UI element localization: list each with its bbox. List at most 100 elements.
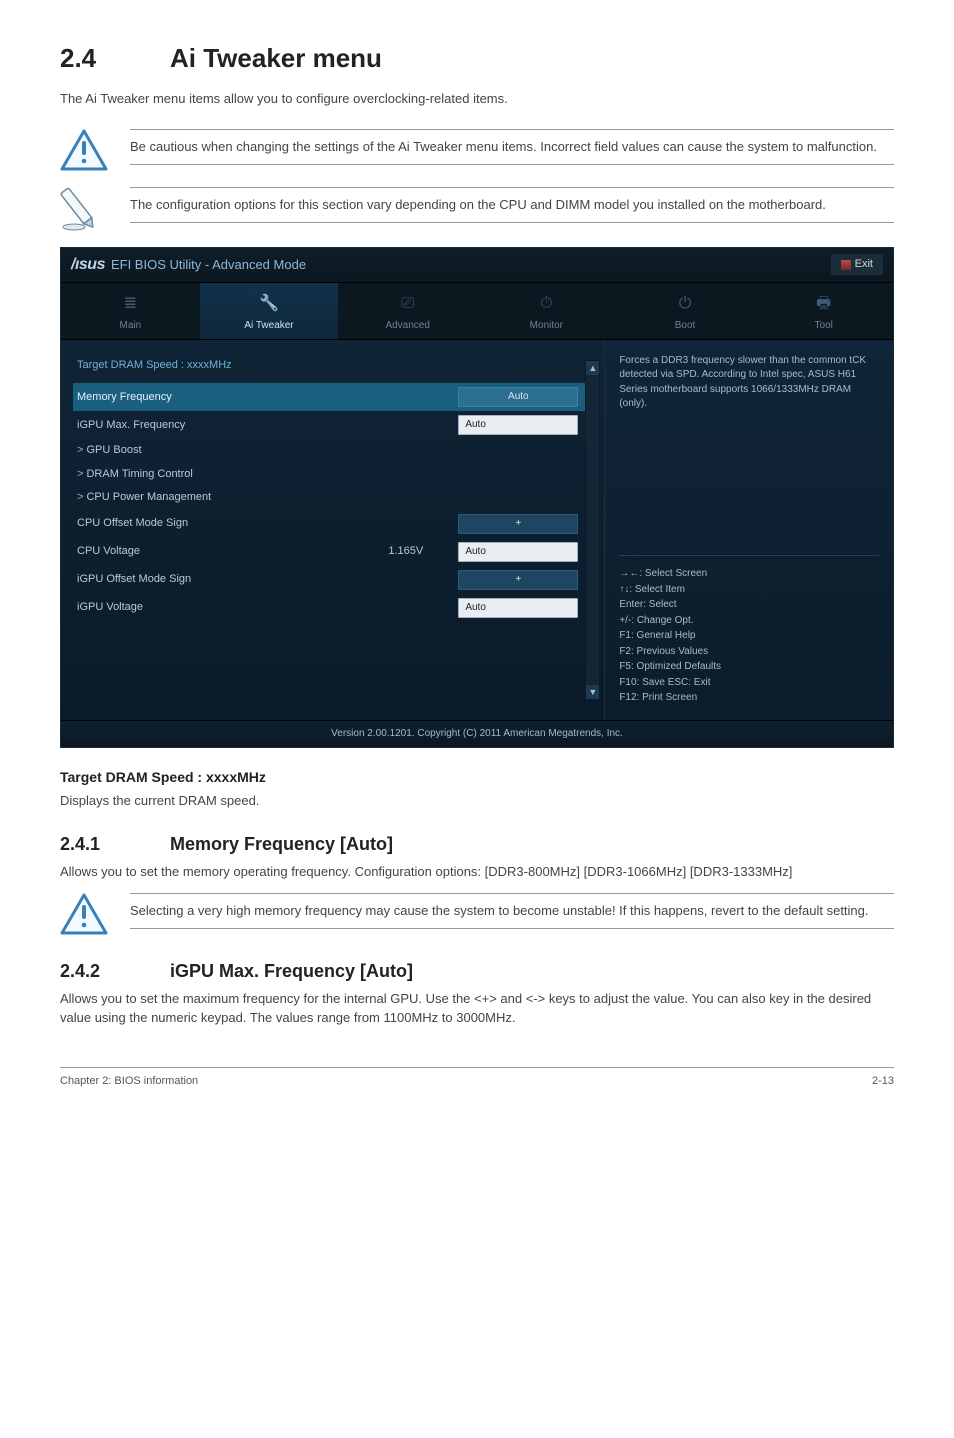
- hint-f5: F5: Optimized Defaults: [619, 659, 879, 675]
- bios-row[interactable]: iGPU Offset Mode Sign +: [73, 566, 592, 594]
- bios-tab-bar: ≣ Main🔧 Ai Tweaker ⎚ Advanced⏱Monitor⏻ Boot 🖶 T…: [61, 283, 893, 340]
- bios-row[interactable]: Memory Frequency Auto: [73, 383, 592, 411]
- bios-row[interactable]: > GPU Boost: [73, 439, 592, 462]
- hint-f2: F2: Previous Values: [619, 644, 879, 660]
- bios-titlebar: /ısus EFI BIOS Utility - Advanced Mode E…: [61, 248, 893, 283]
- bios-row-label: > GPU Boost: [77, 443, 378, 458]
- s242-title: iGPU Max. Frequency [Auto]: [170, 961, 413, 981]
- section-heading: 2.4Ai Tweaker menu: [60, 40, 894, 76]
- caution-text-1: Be cautious when changing the settings o…: [130, 129, 894, 165]
- hint-f10: F10: Save ESC: Exit: [619, 675, 879, 691]
- exit-icon: [841, 260, 851, 270]
- warning-icon: [60, 129, 108, 173]
- bios-exit-button[interactable]: Exit: [831, 254, 883, 275]
- bios-left-panel: Target DRAM Speed : xxxxMHz Memory Freque…: [61, 340, 604, 720]
- bios-asus-logo: /ısus: [71, 254, 105, 276]
- tab-icon: ⎚: [338, 293, 477, 315]
- tab-label: Tool: [754, 319, 893, 333]
- warning-icon: [60, 893, 108, 937]
- bios-row[interactable]: Target DRAM Speed : xxxxMHz: [73, 354, 592, 377]
- bios-tab-tool[interactable]: 🖶 Tool: [754, 283, 893, 339]
- intro-paragraph: The Ai Tweaker menu items allow you to c…: [60, 90, 894, 108]
- bios-row-label: > DRAM Timing Control: [77, 467, 378, 482]
- bios-row-label: > CPU Power Management: [77, 490, 378, 505]
- bios-body: Target DRAM Speed : xxxxMHz Memory Freque…: [61, 340, 893, 720]
- bios-value-field[interactable]: Auto: [458, 598, 578, 618]
- s241-title: Memory Frequency [Auto]: [170, 834, 393, 854]
- bios-row-value[interactable]: Auto: [458, 542, 588, 562]
- note-text-1: The configuration options for this secti…: [130, 187, 894, 223]
- caution-callout-2: Selecting a very high memory frequency m…: [60, 893, 894, 937]
- s242-heading: 2.4.2iGPU Max. Frequency [Auto]: [60, 959, 894, 984]
- tab-icon: ⏻: [616, 293, 755, 315]
- section-number: 2.4: [60, 40, 170, 76]
- hint-select-screen: →←: Select Screen: [619, 566, 879, 582]
- target-dram-body: Displays the current DRAM speed.: [60, 792, 894, 810]
- caution-text-2: Selecting a very high memory frequency m…: [130, 893, 894, 929]
- bios-value-field[interactable]: Auto: [458, 415, 578, 435]
- tab-label: Ai Tweaker: [200, 319, 339, 333]
- bios-tab-ai-tweaker[interactable]: 🔧 Ai Tweaker: [200, 283, 339, 339]
- bios-value-field[interactable]: +: [458, 570, 578, 590]
- bios-title-text: EFI BIOS Utility - Advanced Mode: [111, 256, 306, 274]
- hint-f12: F12: Print Screen: [619, 690, 879, 706]
- tab-label: Boot: [616, 319, 755, 333]
- s241-heading: 2.4.1Memory Frequency [Auto]: [60, 832, 894, 857]
- bios-row[interactable]: > CPU Power Management: [73, 486, 592, 509]
- bios-tab-main[interactable]: ≣ Main: [61, 283, 200, 339]
- tab-icon: 🔧: [200, 293, 339, 315]
- bios-tab-boot[interactable]: ⏻ Boot: [616, 283, 755, 339]
- tab-icon: 🖶: [754, 293, 893, 315]
- bios-tab-monitor[interactable]: ⏱Monitor: [477, 283, 616, 339]
- bios-row-label: iGPU Offset Mode Sign: [77, 572, 378, 587]
- tab-label: Monitor: [477, 319, 616, 333]
- bios-row-label: CPU Offset Mode Sign: [77, 516, 378, 531]
- section-title-text: Ai Tweaker menu: [170, 43, 382, 73]
- bios-row-value[interactable]: +: [458, 570, 588, 590]
- bios-divider: [619, 555, 879, 556]
- bios-row-label: Target DRAM Speed : xxxxMHz: [77, 358, 378, 373]
- hint-change: +/-: Change Opt.: [619, 613, 879, 629]
- exit-label: Exit: [855, 257, 873, 272]
- bios-row-value[interactable]: +: [458, 514, 588, 534]
- bios-footer: Version 2.00.1201. Copyright (C) 2011 Am…: [61, 720, 893, 747]
- bios-row-label: iGPU Voltage: [77, 600, 378, 615]
- bios-row[interactable]: > DRAM Timing Control: [73, 463, 592, 486]
- bios-value-field[interactable]: Auto: [458, 387, 578, 407]
- bios-row-label: CPU Voltage: [77, 544, 378, 559]
- pencil-note-icon: [60, 187, 108, 231]
- bios-key-hints: →←: Select Screen ↑↓: Select Item Enter:…: [619, 566, 879, 706]
- bios-row-value[interactable]: Auto: [458, 415, 588, 435]
- bios-row[interactable]: iGPU Voltage Auto: [73, 594, 592, 622]
- bios-row-value[interactable]: Auto: [458, 598, 588, 618]
- s242-body: Allows you to set the maximum frequency …: [60, 990, 894, 1026]
- bios-value-field[interactable]: +: [458, 514, 578, 534]
- bios-window: /ısus EFI BIOS Utility - Advanced Mode E…: [60, 247, 894, 748]
- bios-row[interactable]: CPU Offset Mode Sign +: [73, 510, 592, 538]
- footer-right: 2-13: [872, 1074, 894, 1089]
- bios-row[interactable]: iGPU Max. Frequency Auto: [73, 411, 592, 439]
- target-dram-heading: Target DRAM Speed : xxxxMHz: [60, 768, 894, 788]
- tab-label: Advanced: [338, 319, 477, 333]
- note-callout-1: The configuration options for this secti…: [60, 187, 894, 231]
- scroll-down-icon[interactable]: ▼: [586, 685, 599, 699]
- bios-value-field[interactable]: Auto: [458, 542, 578, 562]
- bios-help-text: Forces a DDR3 frequency slower than the …: [619, 354, 879, 546]
- bios-right-panel: Forces a DDR3 frequency slower than the …: [604, 340, 893, 720]
- bios-row-label: iGPU Max. Frequency: [77, 418, 378, 433]
- bios-scrollbar[interactable]: ▲ ▼: [585, 360, 600, 700]
- page-footer: Chapter 2: BIOS information 2-13: [60, 1067, 894, 1089]
- s241-body: Allows you to set the memory operating f…: [60, 863, 894, 881]
- scroll-up-icon[interactable]: ▲: [586, 361, 599, 375]
- bios-row[interactable]: CPU Voltage1.165VAuto: [73, 538, 592, 566]
- hint-select-item: ↑↓: Select Item: [619, 582, 879, 598]
- s241-num: 2.4.1: [60, 832, 170, 857]
- tab-label: Main: [61, 319, 200, 333]
- bios-row-value[interactable]: Auto: [458, 387, 588, 407]
- tab-icon: ≣: [61, 293, 200, 315]
- s242-num: 2.4.2: [60, 959, 170, 984]
- bios-row-label: Memory Frequency: [77, 390, 378, 405]
- bios-tab-advanced[interactable]: ⎚ Advanced: [338, 283, 477, 339]
- hint-f1: F1: General Help: [619, 628, 879, 644]
- hint-enter: Enter: Select: [619, 597, 879, 613]
